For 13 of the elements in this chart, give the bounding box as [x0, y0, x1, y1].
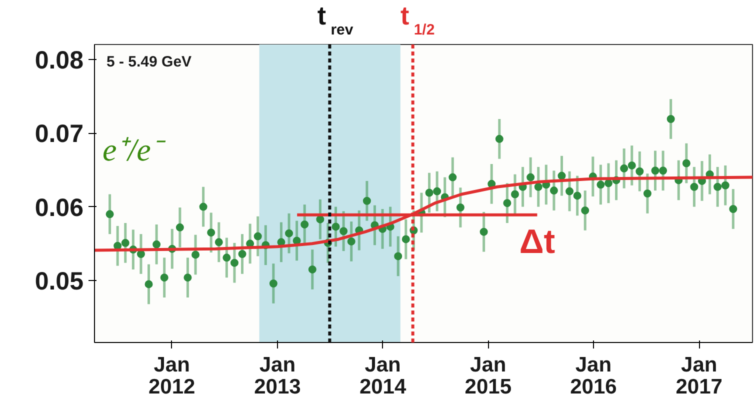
y-tick-label: 0.07	[34, 120, 84, 148]
annotation: Δt	[519, 222, 556, 261]
y-tick-label: 0.06	[34, 194, 84, 222]
x-tick-label: Jan 2012	[148, 354, 196, 398]
y-axis-title: e⁺/e⁻	[102, 132, 166, 168]
y-tick-label: 0.08	[34, 46, 84, 74]
annotation: 5 - 5.49 GeV	[106, 54, 192, 70]
x-tick-label: Jan 2014	[359, 354, 406, 398]
x-tick-label: Jan 2017	[676, 354, 722, 398]
x-tick-label: Jan 2015	[464, 354, 512, 398]
y-tick-label: 0.05	[34, 268, 84, 296]
x-tick-label: Jan 2016	[570, 354, 617, 398]
x-tick-label: Jan 2013	[254, 354, 301, 398]
